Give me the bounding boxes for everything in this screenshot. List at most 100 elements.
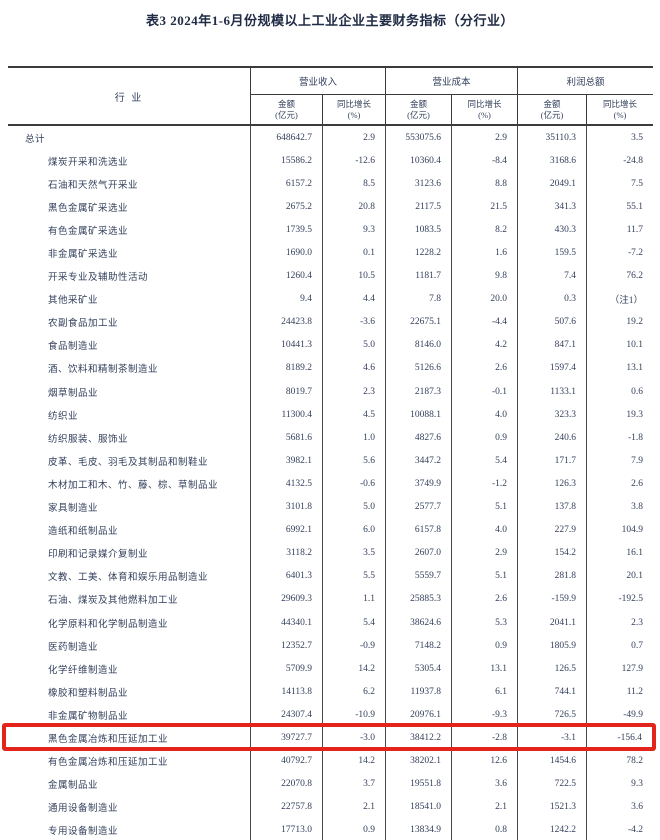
table-row: 木材加工和木、竹、藤、棕、草制品业 4132.5 -0.6 3749.9 -1.… [8, 472, 653, 496]
profit-amount-cell: -159.9 [518, 587, 587, 611]
profit-growth-cell: 20.1 [626, 571, 643, 582]
industry-cell: 黑色金属冶炼和压延加工业 [8, 726, 251, 750]
profit-amount-cell: 1521.3 [518, 795, 587, 819]
cost-amount-cell: 38202.1 [386, 749, 452, 773]
table-row: 石油、煤炭及其他燃料加工业 29609.3 1.1 25885.3 2.6 -1… [8, 587, 653, 611]
header-sub-amount: 金额 (亿元) [386, 95, 452, 124]
revenue-amount-cell: 8019.7 [251, 380, 323, 404]
cost-growth-cell: 5.1 [452, 495, 518, 519]
cost-amount-cell: 3447.2 [386, 449, 452, 473]
profit-growth-cell: 10.1 [626, 340, 643, 351]
revenue-amount-cell: 6401.3 [251, 564, 323, 588]
cost-amount-cell: 2187.3 [386, 380, 452, 404]
profit-amount-cell: 126.3 [518, 472, 587, 496]
profit-amount-cell: 722.5 [518, 772, 587, 796]
table-row: 医药制造业 12352.7 -0.9 7148.2 0.9 1805.9 0.7 [8, 634, 653, 658]
table-row: 有色金属矿采选业 1739.5 9.3 1083.5 8.2 430.3 11.… [8, 218, 653, 242]
table-row: 橡胶和塑料制品业 14113.8 6.2 11937.8 6.1 744.1 1… [8, 680, 653, 704]
revenue-amount-cell: 39727.7 [251, 726, 323, 750]
revenue-growth-cell: 6.0 [323, 518, 386, 542]
table-row: 文教、工美、体育和娱乐用品制造业 6401.3 5.5 5559.7 5.1 2… [8, 564, 653, 588]
table-row: 家具制造业 3101.8 5.0 2577.7 5.1 137.8 3.8 [8, 495, 653, 519]
industry-cell: 专用设备制造业 [8, 818, 251, 840]
table-row: 开采专业及辅助性活动 1260.4 10.5 1181.7 9.8 7.4 76… [8, 264, 653, 288]
profit-amount-cell: 159.5 [518, 241, 587, 265]
profit-growth-cell: -24.8 [623, 155, 643, 166]
profit-amount-cell: 847.1 [518, 333, 587, 357]
table-row: 纺织业 11300.4 4.5 10088.1 4.0 323.3 19.3 [8, 403, 653, 427]
revenue-growth-cell: 4.6 [323, 356, 386, 381]
cost-amount-cell: 19551.8 [386, 772, 452, 796]
industry-cell: 通用设备制造业 [8, 795, 251, 819]
revenue-growth-cell: 3.7 [323, 772, 386, 796]
profit-growth-cell: -192.5 [618, 594, 643, 605]
cost-amount-cell: 25885.3 [386, 587, 452, 611]
revenue-amount-cell: 9.4 [251, 287, 323, 311]
revenue-growth-cell: -0.9 [323, 634, 386, 658]
revenue-growth-cell: 1.1 [323, 587, 386, 611]
revenue-growth-cell: 2.1 [323, 795, 386, 819]
cost-growth-cell: 4.0 [452, 518, 518, 542]
cost-amount-cell: 7.8 [386, 287, 452, 311]
cost-amount-cell: 1083.5 [386, 218, 452, 242]
cost-growth-cell: 12.6 [452, 749, 518, 773]
cost-amount-cell: 553075.6 [386, 126, 452, 150]
table-row: 纺织服装、服饰业 5681.6 1.0 4827.6 0.9 240.6 -1.… [8, 426, 653, 450]
profit-growth-cell: 19.3 [626, 409, 643, 420]
cost-amount-cell: 38412.2 [386, 726, 452, 750]
cost-amount-cell: 20976.1 [386, 703, 452, 727]
profit-amount-cell: 126.5 [518, 657, 587, 681]
cost-amount-cell: 11937.8 [386, 680, 452, 704]
profit-growth-cell: 55.1 [626, 201, 643, 212]
revenue-amount-cell: 8189.2 [251, 356, 323, 381]
table-row: 造纸和纸制品业 6992.1 6.0 6157.8 4.0 227.9 104.… [8, 518, 653, 542]
revenue-growth-cell: 3.5 [323, 541, 386, 565]
revenue-amount-cell: 1260.4 [251, 264, 323, 288]
cost-amount-cell: 6157.8 [386, 518, 452, 542]
profit-amount-cell: 744.1 [518, 680, 587, 704]
table-row: 印刷和记录媒介复制业 3118.2 3.5 2607.0 2.9 154.2 1… [8, 541, 653, 565]
cost-growth-cell: 0.9 [452, 426, 518, 450]
profit-growth-cell: 7.5 [631, 178, 643, 189]
header-industry: 行 业 [8, 68, 251, 124]
cost-amount-cell: 22675.1 [386, 310, 452, 334]
profit-growth-cell: 3.8 [631, 502, 643, 513]
industry-cell: 家具制造业 [8, 495, 251, 519]
financial-indicators-table: 行 业 营业收入 营业成本 利润总额 金额 (亿元) 同比增长 (%) 金额 (… [2, 66, 656, 840]
cost-growth-cell: 9.8 [452, 264, 518, 288]
revenue-growth-cell: 5.6 [323, 449, 386, 473]
revenue-amount-cell: 15586.2 [251, 149, 323, 173]
revenue-amount-cell: 11300.4 [251, 403, 323, 427]
table-row: 化学原料和化学制品制造业 44340.1 5.4 38624.6 5.3 204… [8, 610, 653, 635]
revenue-growth-cell: 1.0 [323, 426, 386, 450]
profit-growth-cell: 3.6 [631, 802, 643, 813]
revenue-growth-cell: 14.2 [323, 749, 386, 773]
revenue-amount-cell: 5681.6 [251, 426, 323, 450]
cost-amount-cell: 18541.0 [386, 795, 452, 819]
revenue-growth-cell: 4.4 [323, 287, 386, 311]
cost-amount-cell: 8146.0 [386, 333, 452, 357]
profit-growth-cell: 78.2 [626, 756, 643, 767]
cost-growth-cell: 4.2 [452, 333, 518, 357]
revenue-growth-cell: -0.6 [323, 472, 386, 496]
revenue-growth-cell: -3.0 [323, 726, 386, 750]
header-sub-growth: 同比增长 (%) [452, 95, 518, 124]
table-row: 非金属矿采选业 1690.0 0.1 1228.2 1.6 159.5 -7.2 [8, 241, 653, 265]
cost-growth-cell: -9.3 [452, 703, 518, 727]
profit-amount-cell: 227.9 [518, 518, 587, 542]
profit-amount-cell: 323.3 [518, 403, 587, 427]
profit-amount-cell: 3168.6 [518, 149, 587, 173]
revenue-growth-cell: 9.3 [323, 218, 386, 242]
revenue-growth-cell: -3.6 [323, 310, 386, 334]
cost-amount-cell: 5559.7 [386, 564, 452, 588]
industry-cell: 纺织服装、服饰业 [8, 426, 251, 450]
cost-growth-cell: 1.6 [452, 241, 518, 265]
profit-amount-cell: 154.2 [518, 541, 587, 565]
revenue-growth-cell: 10.5 [323, 264, 386, 288]
cost-growth-cell: -8.4 [452, 149, 518, 173]
cost-growth-cell: 13.1 [452, 657, 518, 681]
header-sub-amount: 金额 (亿元) [518, 95, 587, 124]
industry-cell: 医药制造业 [8, 634, 251, 658]
table-row: 皮革、毛皮、羽毛及其制品和制鞋业 3982.1 5.6 3447.2 5.4 1… [8, 449, 653, 473]
profit-amount-cell: 430.3 [518, 218, 587, 242]
